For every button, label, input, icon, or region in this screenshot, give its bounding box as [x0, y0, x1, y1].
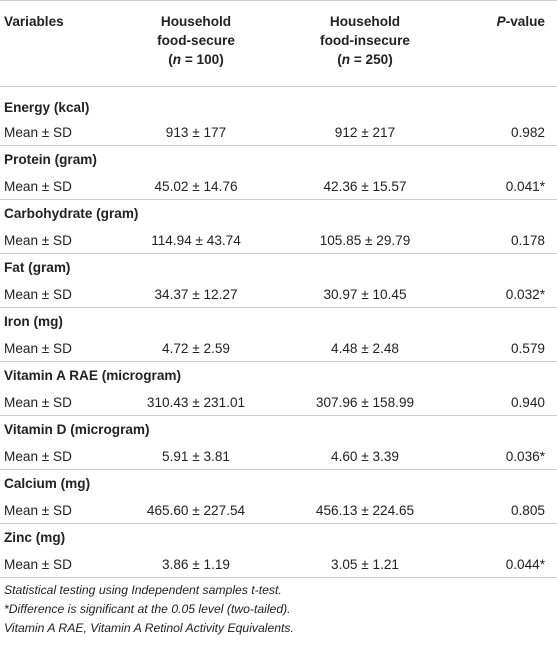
- section-title: Fat (gram): [0, 253, 557, 281]
- table-row: Mean ± SD 4.72 ± 2.59 4.48 ± 2.48 0.579: [0, 335, 557, 362]
- food-insecure-value: 42.36 ± 15.57: [323, 178, 407, 194]
- table-row: Mean ± SD 34.37 ± 12.27 30.97 ± 10.45 0.032…: [0, 281, 557, 308]
- section-row: Calcium (mg): [0, 469, 557, 497]
- row-label: Mean ± SD: [4, 286, 72, 302]
- p-value: 0.036*: [505, 448, 545, 464]
- food-secure-value: 913 ± 177: [165, 124, 227, 140]
- p-value: 0.041*: [505, 178, 545, 194]
- table-row: Mean ± SD 45.02 ± 14.76 42.36 ± 15.57 0.041…: [0, 173, 557, 200]
- header-variables: Variables: [0, 0, 112, 87]
- section-row: Zinc (mg): [0, 523, 557, 551]
- section-row: Vitamin A RAE (microgram): [0, 361, 557, 389]
- section-row: Energy (kcal): [0, 87, 557, 120]
- header-food-insecure-line1: Household: [329, 14, 401, 29]
- header-food-insecure: Household food-insecure (n = 250): [280, 0, 450, 87]
- section-row: Protein (gram): [0, 145, 557, 173]
- header-food-secure-line2: food-secure: [157, 33, 235, 48]
- food-secure-value: 310.43 ± 231.01: [146, 394, 246, 410]
- row-label: Mean ± SD: [4, 394, 72, 410]
- section-title: Calcium (mg): [0, 469, 557, 497]
- p-value: 0.805: [510, 502, 545, 518]
- table-row: Mean ± SD 5.91 ± 3.81 4.60 ± 3.39 0.036*: [0, 443, 557, 470]
- footnote-abbreviation: Vitamin A RAE, Vitamin A Retinol Activit…: [4, 621, 294, 635]
- table-row: Mean ± SD 465.60 ± 227.54 456.13 ± 224.65 0…: [0, 497, 557, 524]
- row-label: Mean ± SD: [4, 232, 72, 248]
- section-row: Carbohydrate (gram): [0, 199, 557, 227]
- food-insecure-value: 912 ± 217: [334, 124, 396, 140]
- section-title: Vitamin D (microgram): [0, 415, 557, 443]
- table-row: Mean ± SD 3.86 ± 1.19 3.05 ± 1.21 0.044*: [0, 551, 557, 578]
- p-value: 0.982: [510, 124, 545, 140]
- food-insecure-value: 4.48 ± 2.48: [331, 340, 399, 356]
- food-insecure-value: 307.96 ± 158.99: [315, 394, 415, 410]
- food-insecure-value: 4.60 ± 3.39: [331, 448, 399, 464]
- section-row: Vitamin D (microgram): [0, 415, 557, 443]
- table-footnotes: Statistical testing using Independent sa…: [4, 581, 294, 638]
- food-secure-value: 45.02 ± 14.76: [154, 178, 238, 194]
- food-secure-value: 465.60 ± 227.54: [146, 502, 246, 518]
- section-row: Iron (mg): [0, 307, 557, 335]
- header-food-secure-line1: Household: [160, 14, 232, 29]
- section-title: Protein (gram): [0, 145, 557, 173]
- food-insecure-value: 30.97 ± 10.45: [323, 286, 407, 302]
- section-title: Energy (kcal): [4, 99, 90, 115]
- food-secure-value: 34.37 ± 12.27: [154, 286, 238, 302]
- header-food-insecure-line2: food-insecure: [320, 33, 410, 48]
- food-insecure-value: 456.13 ± 224.65: [315, 502, 415, 518]
- row-label: Mean ± SD: [0, 551, 112, 578]
- row-label: Mean ± SD: [4, 502, 72, 518]
- table-row: Mean ± SD 114.94 ± 43.74 105.85 ± 29.79 0.1…: [0, 227, 557, 254]
- p-value: 0.579: [510, 340, 545, 356]
- section-row: Fat (gram): [0, 253, 557, 281]
- header-food-insecure-n: (n = 250): [337, 52, 393, 67]
- row-label: Mean ± SD: [4, 340, 72, 356]
- food-secure-value: 3.86 ± 1.19: [112, 551, 280, 578]
- food-secure-value: 114.94 ± 43.74: [151, 232, 241, 248]
- p-value: 0.940: [510, 394, 545, 410]
- food-insecure-value: 3.05 ± 1.21: [280, 551, 450, 578]
- section-title: Vitamin A RAE (microgram): [0, 361, 557, 389]
- footnote-significance: *Difference is significant at the 0.05 l…: [4, 602, 291, 616]
- table-row: Mean ± SD 310.43 ± 231.01 307.96 ± 158.99 0…: [0, 389, 557, 416]
- p-value: 0.178: [510, 232, 545, 248]
- table-header-row: Variables Household food-secure (n = 100…: [0, 0, 557, 87]
- p-value: 0.032*: [505, 286, 545, 302]
- header-food-secure-n: (n = 100): [168, 52, 224, 67]
- food-secure-value: 4.72 ± 2.59: [162, 340, 230, 356]
- nutrient-intake-table: Variables Household food-secure (n = 100…: [0, 0, 557, 578]
- food-secure-value: 5.91 ± 3.81: [162, 448, 230, 464]
- section-title: Zinc (mg): [0, 523, 557, 551]
- row-label: Mean ± SD: [4, 448, 72, 464]
- section-title: Carbohydrate (gram): [0, 199, 557, 227]
- p-value: 0.044*: [450, 551, 557, 578]
- table-body: Energy (kcal) Mean ± SD 913 ± 177 912 ± 217…: [0, 87, 557, 578]
- table-row: Mean ± SD 913 ± 177 912 ± 217 0.982: [0, 119, 557, 146]
- section-title: Iron (mg): [0, 307, 557, 335]
- header-p-value: P-value: [450, 0, 557, 87]
- food-insecure-value: 105.85 ± 29.79: [319, 232, 411, 248]
- row-label: Mean ± SD: [4, 124, 72, 140]
- footnote-test: Statistical testing using Independent sa…: [4, 583, 282, 597]
- header-food-secure: Household food-secure (n = 100): [112, 0, 280, 87]
- row-label: Mean ± SD: [4, 178, 72, 194]
